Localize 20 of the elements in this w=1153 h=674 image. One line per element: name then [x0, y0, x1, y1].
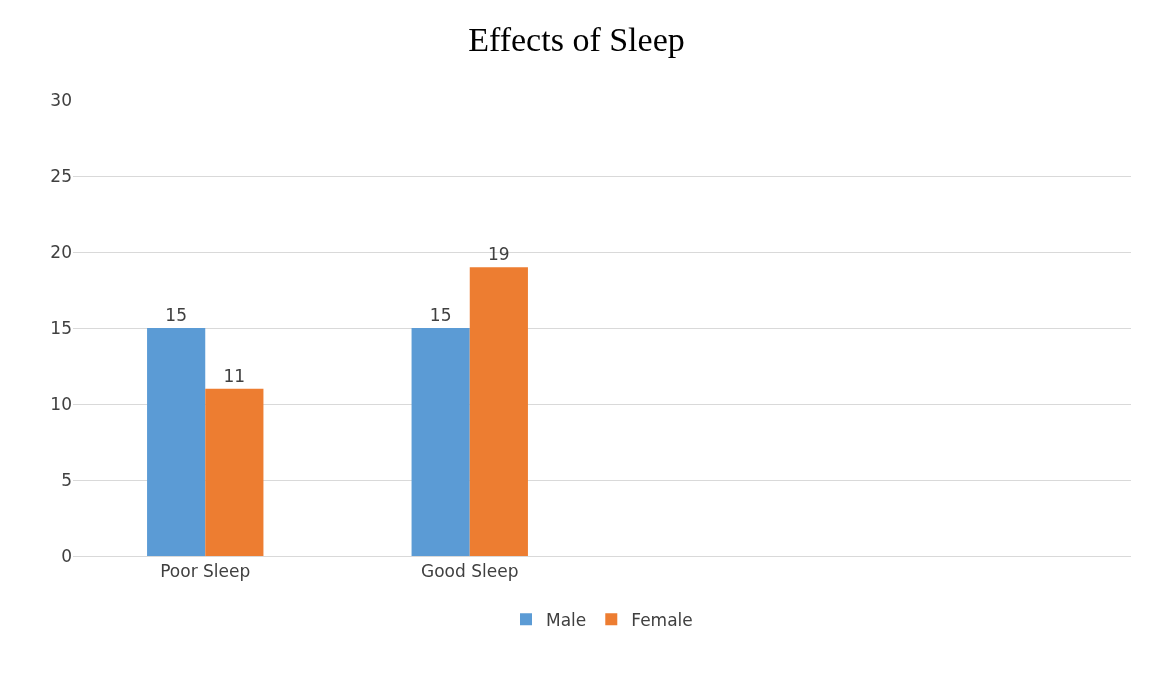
bar [469, 267, 528, 556]
y-tick-label: 20 [50, 241, 72, 262]
data-label: 15 [429, 305, 452, 325]
data-label: 11 [223, 365, 246, 386]
x-tick-label: Good Sleep [421, 561, 519, 582]
chart-title: Effects of Sleep [468, 20, 685, 58]
legend-label: Male [546, 609, 587, 630]
bar [205, 388, 264, 556]
x-tick-label: Poor Sleep [160, 561, 251, 582]
legend-label: Female [631, 609, 693, 630]
y-tick-label: 30 [50, 89, 72, 110]
data-label: 15 [165, 305, 187, 325]
data-label: 19 [488, 244, 510, 265]
y-tick-label: 5 [61, 469, 72, 490]
y-tick-label: 15 [50, 317, 72, 338]
y-tick-label: 10 [50, 393, 72, 414]
bar [147, 328, 206, 556]
bar [411, 328, 470, 556]
y-tick-label: 25 [50, 165, 72, 186]
y-tick-label: 0 [61, 545, 72, 566]
